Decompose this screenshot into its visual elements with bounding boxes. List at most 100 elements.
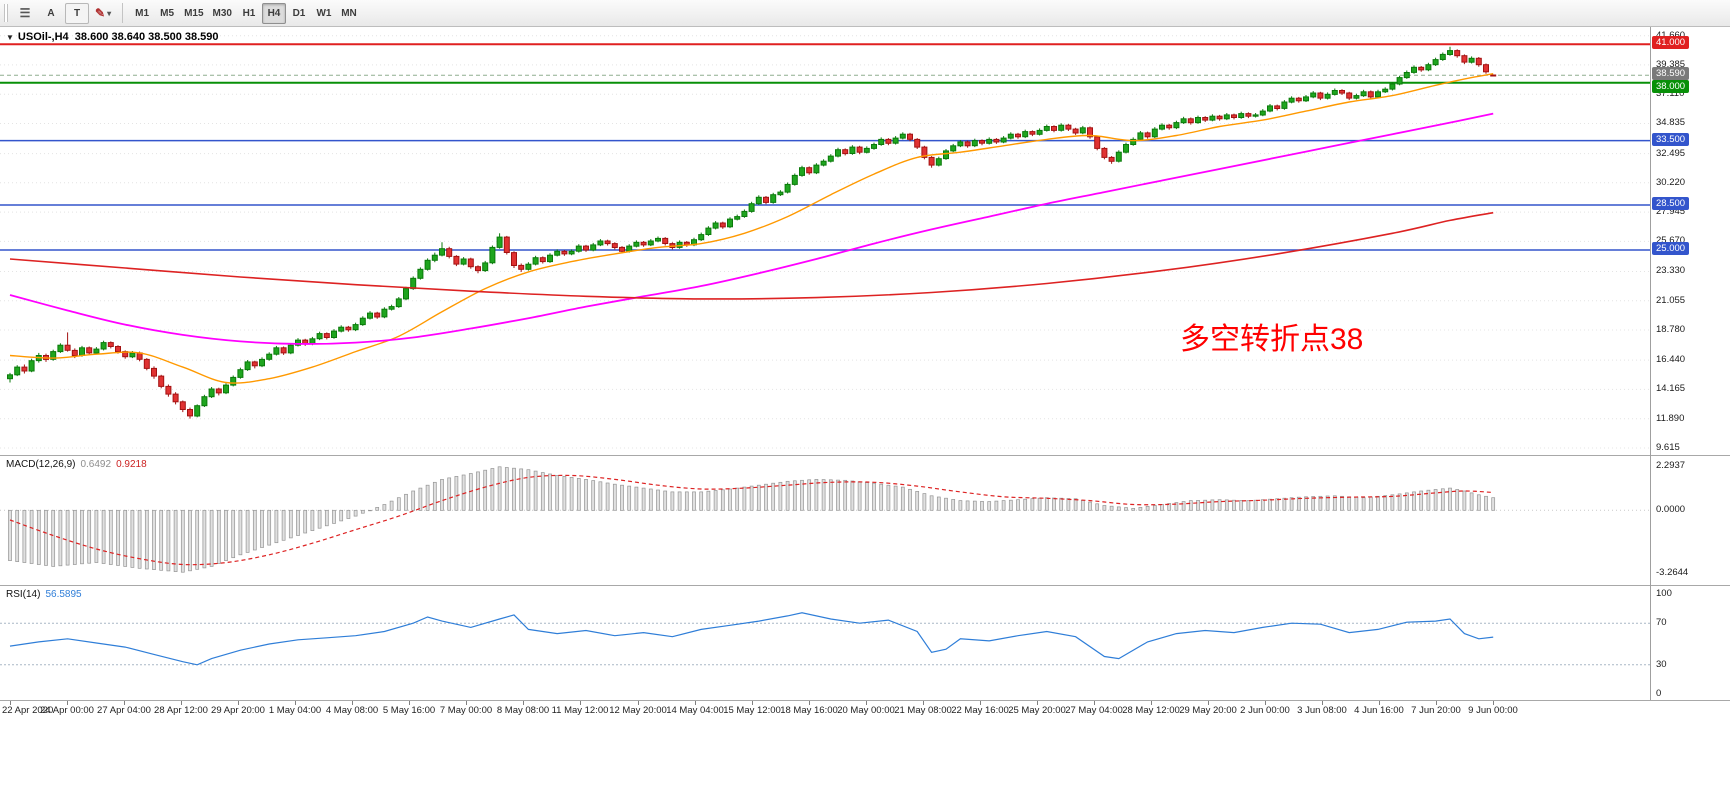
time-axis-label: 2 Jun 00:00 [1240, 705, 1290, 716]
time-axis-label: 22 Apr 2020 [2, 705, 54, 716]
time-axis-label: 25 May 20:00 [1008, 705, 1066, 716]
time-axis-tick [1322, 701, 1323, 705]
time-axis-tick [580, 701, 581, 705]
timeframe-button-w1[interactable]: W1 [312, 3, 336, 24]
time-axis-tick [295, 701, 296, 705]
text-tool-button[interactable]: A [39, 3, 63, 24]
ma-fast-line [9, 73, 1494, 384]
price-axis-label: 30.220 [1656, 176, 1686, 188]
time-axis-label: 4 May 08:00 [325, 705, 379, 716]
colors-tool-button[interactable]: ✎ ▾ [91, 3, 115, 24]
bid-price-badge: 38.590 [1652, 67, 1690, 81]
timeframe-button-m1[interactable]: M1 [130, 3, 154, 24]
time-axis-label: 29 May 20:00 [1179, 705, 1237, 716]
price-axis-label: 41.660 [1656, 30, 1685, 41]
timeframe-button-mn[interactable]: MN [337, 3, 361, 24]
time-axis-tick [1037, 701, 1038, 705]
dropdown-caret-icon: ▾ [107, 8, 112, 18]
time-axis-label: 14 May 04:00 [666, 705, 724, 716]
price-axis-separator [1650, 27, 1651, 700]
macd-panel-canvas[interactable] [0, 457, 1650, 585]
text-t-icon: T [73, 7, 81, 19]
time-axis-tick [1208, 701, 1209, 705]
rsi-name: RSI(14) [6, 589, 41, 600]
macd-signal-line [9, 474, 1494, 566]
price-level-badge: 41.000 [1652, 36, 1690, 50]
ma-slow-line [9, 211, 1494, 300]
chart-text-annotation[interactable]: 多空转折点38 [1180, 323, 1364, 356]
toolbar-separator [122, 3, 124, 23]
price-axis-label: 39.385 [1656, 58, 1686, 70]
time-axis-tick [1436, 701, 1437, 705]
time-axis-tick [809, 701, 810, 705]
price-axis-label: 32.495 [1656, 147, 1686, 159]
candles [7, 46, 1497, 419]
time-axis-label: 12 May 20:00 [609, 705, 667, 716]
time-axis-tick [923, 701, 924, 705]
price-chart-canvas[interactable] [0, 27, 1650, 455]
price-axis-label: 14.165 [1656, 383, 1686, 395]
price-axis-label: 11.890 [1656, 412, 1685, 424]
price-axis-label: 21.055 [1656, 294, 1686, 306]
price-level-badge: 38.000 [1652, 80, 1690, 94]
chart-dropdown-icon[interactable]: ▼ [6, 33, 14, 42]
price-level-badge: 28.500 [1652, 196, 1690, 210]
timeframe-button-d1[interactable]: D1 [287, 3, 311, 24]
time-axis-label: 1 May 04:00 [268, 705, 322, 716]
time-axis-tick [409, 701, 410, 705]
rsi-value: 56.5895 [45, 589, 82, 600]
macd-axis-label: 0.0000 [1656, 504, 1686, 516]
rsi-panel-divider[interactable] [0, 585, 1730, 586]
timeframe-button-h4[interactable]: H4 [261, 2, 286, 24]
time-axis-tick [181, 701, 182, 705]
price-axis-label: 25.670 [1656, 235, 1686, 247]
macd-histogram [8, 466, 1496, 573]
price-axis-label: 34.835 [1656, 117, 1686, 129]
rsi-line [9, 612, 1494, 666]
time-axis-label: 29 Apr 20:00 [211, 705, 265, 716]
timeframe-button-h1[interactable]: H1 [237, 3, 261, 24]
rsi-axis-label: 100 [1656, 588, 1672, 599]
time-axis-tick [523, 701, 524, 705]
symbol-period-label: USOil-,H4 [17, 31, 69, 43]
horizontal-level-lines [0, 43, 1650, 251]
toolbar-grip[interactable] [4, 4, 8, 22]
time-axis-label: 27 Apr 04:00 [97, 705, 151, 716]
timeframe-button-m15[interactable]: M15 [180, 3, 207, 24]
time-axis-label: 15 May 12:00 [723, 705, 781, 716]
price-level-badge: 25.000 [1652, 242, 1690, 255]
macd-signal-value: 0.9218 [116, 459, 147, 470]
time-axis-tick [695, 701, 696, 705]
time-axis-tick [10, 701, 11, 705]
time-axis-label: 22 May 16:00 [951, 705, 1009, 716]
time-axis-label: 24 Apr 00:00 [40, 705, 94, 716]
time-axis-label: 27 May 04:00 [1065, 705, 1123, 716]
rsi-axis-label: 70 [1656, 617, 1667, 629]
time-axis-tick [124, 701, 125, 705]
type-tool-button[interactable]: T [65, 2, 89, 24]
macd-panel-divider[interactable] [0, 455, 1730, 456]
toolbar: ☰ A T ✎ ▾ M1 M5 M15 M30 H1 H4 D1 W1 MN [0, 0, 1730, 27]
time-axis-tick [67, 701, 68, 705]
timeframe-button-m5[interactable]: M5 [155, 3, 179, 24]
price-axis-label: 18.780 [1656, 324, 1686, 336]
time-axis-label: 5 May 16:00 [382, 705, 436, 716]
chart-menu-button[interactable]: ☰ [13, 3, 37, 24]
price-level-badge: 33.500 [1652, 132, 1690, 146]
macd-axis-label: 2.2937 [1656, 459, 1686, 471]
time-axis-tick [638, 701, 639, 705]
time-axis-label: 3 Jun 08:00 [1297, 705, 1347, 716]
rsi-panel-canvas[interactable] [0, 587, 1650, 700]
time-axis-label: 20 May 00:00 [837, 705, 895, 716]
macd-axis-label: -3.2644 [1656, 567, 1689, 579]
time-axis-tick [1493, 701, 1494, 705]
timeframe-button-m30[interactable]: M30 [209, 3, 236, 24]
time-axis-tick [238, 701, 239, 705]
time-axis-label: 11 May 12:00 [551, 705, 609, 716]
time-axis-label: 28 Apr 12:00 [154, 705, 208, 716]
time-axis-label: 21 May 08:00 [894, 705, 952, 716]
price-axis-label: 23.330 [1656, 265, 1686, 277]
macd-main-value: 0.6492 [80, 459, 112, 470]
time-axis-tick [1265, 701, 1266, 705]
